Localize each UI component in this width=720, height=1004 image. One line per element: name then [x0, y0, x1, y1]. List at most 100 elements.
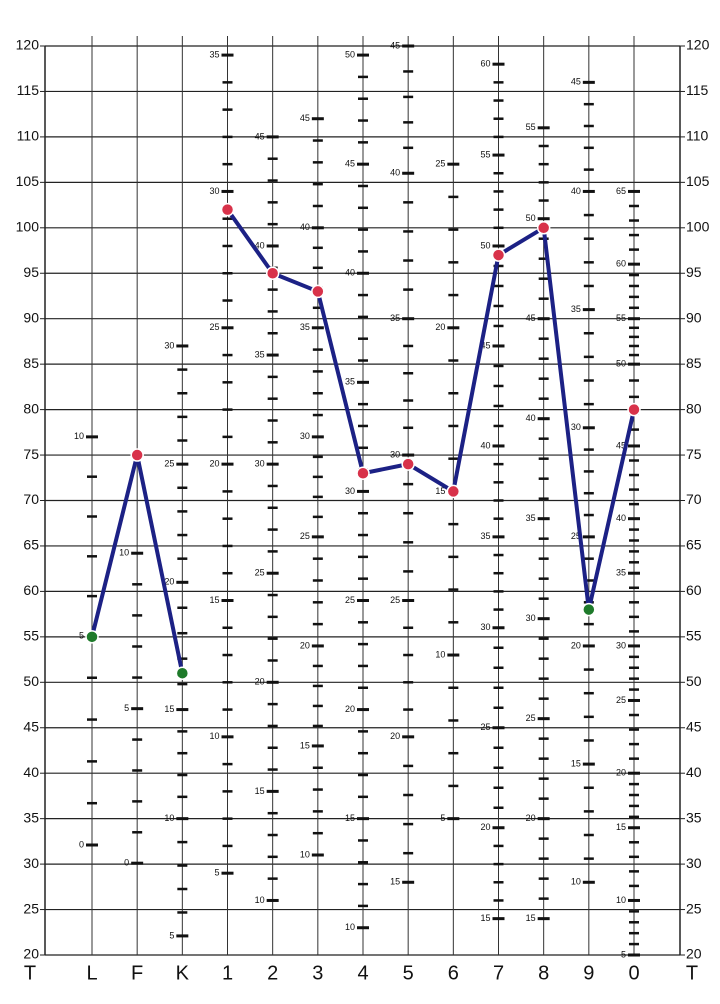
profile-point: [446, 484, 461, 499]
scale-tick-label: 10: [164, 813, 174, 823]
scale-tick-label: 10: [255, 895, 265, 905]
scale-tick-label: 10: [616, 895, 626, 905]
scale-tick-label: 50: [616, 359, 626, 369]
y-tick-label: 50: [686, 673, 702, 689]
profile-point: [536, 221, 551, 235]
scale-tick-label: 55: [616, 313, 626, 323]
scale-tick-label: 25: [345, 595, 355, 605]
y-tick-label: 70: [23, 491, 39, 507]
profile-point: [265, 266, 280, 280]
y-tick-label: 80: [23, 400, 39, 416]
scale-tick-label: 30: [164, 340, 174, 350]
scale-tick-label: 15: [616, 822, 626, 832]
y-tick-label: 95: [23, 264, 39, 280]
scale-tick-label: 50: [345, 49, 355, 59]
scale-tick-label: 35: [255, 349, 265, 359]
scale-tick-label: 45: [571, 77, 581, 87]
scale-tick-label: 15: [390, 877, 400, 887]
y-tick-label: 120: [16, 37, 40, 53]
scale-tick-label: 15: [300, 740, 310, 750]
y-tick-label: 65: [686, 537, 702, 553]
scale-tick-label: 40: [300, 222, 310, 232]
x-tick-label: L: [86, 962, 97, 984]
scale-tick-label: 25: [255, 568, 265, 578]
scale-tick-label: 5: [124, 703, 129, 713]
scale-tick-label: 30: [526, 613, 536, 623]
axis-label: T: [686, 962, 698, 984]
y-tick-label: 115: [17, 82, 40, 98]
scale-tick-label: 30: [571, 422, 581, 432]
y-tick-label: 90: [23, 309, 39, 325]
scale-tick-label: 5: [621, 949, 626, 959]
scale-tick-label: 30: [255, 459, 265, 469]
y-tick-label: 105: [686, 173, 710, 189]
scale-tick-label: 45: [255, 131, 265, 141]
profile-point: [175, 666, 190, 680]
scale-tick-label: 45: [345, 159, 355, 169]
scale-tick-label: 25: [526, 713, 536, 723]
profile-point: [220, 202, 235, 217]
scale-tick-label: 45: [616, 440, 626, 450]
x-tick-label: 7: [493, 962, 504, 984]
scale-tick-label: 45: [300, 113, 310, 123]
scale-tick-label: 60: [480, 59, 490, 69]
scale-tick-label: 30: [300, 431, 310, 441]
scale-tick-label: 15: [480, 913, 490, 923]
scale-tick-label: 5: [169, 930, 174, 940]
scale-tick-label: 25: [209, 322, 219, 332]
scale-tick-label: 20: [164, 577, 174, 587]
y-tick-label: 60: [23, 582, 39, 598]
scale-tick-label: 50: [480, 240, 490, 250]
profile-point: [85, 630, 99, 644]
profile-point: [627, 402, 641, 417]
profile-point: [401, 457, 415, 471]
scale-tick-label: 55: [480, 149, 490, 159]
scale-tick-label: 10: [571, 877, 581, 887]
scale-tick-label: 25: [300, 531, 310, 541]
scale-tick-label: 45: [526, 313, 536, 323]
scale-tick-label: 55: [526, 122, 536, 132]
y-tick-label: 75: [686, 446, 702, 462]
y-tick-label: 100: [16, 219, 40, 235]
scale-tick-label: 40: [571, 186, 581, 196]
x-tick-label: K: [176, 962, 190, 984]
scale-tick-label: 20: [616, 768, 626, 778]
y-tick-label: 25: [23, 900, 39, 916]
y-tick-label: 80: [686, 400, 702, 416]
scale-tick-label: 25: [571, 531, 581, 541]
profile-point: [491, 248, 506, 262]
y-tick-label: 75: [23, 446, 39, 462]
scale-tick-label: 0: [79, 839, 84, 849]
scale-tick-label: 20: [345, 704, 355, 714]
scale-tick-label: 40: [526, 413, 536, 423]
scale-tick-label: 0: [124, 858, 129, 868]
scale-tick-label: 25: [390, 595, 400, 605]
scale-tick-label: 40: [390, 168, 400, 178]
scale-tick-label: 20: [571, 640, 581, 650]
scale-tick-label: 25: [435, 159, 445, 169]
scale-tick-label: 35: [300, 322, 310, 332]
x-tick-label: 2: [267, 962, 278, 984]
scale-tick-label: 45: [480, 340, 490, 350]
scale-tick-label: 35: [345, 377, 355, 387]
axis-label: T: [24, 962, 36, 984]
x-tick-label: 1: [222, 962, 233, 984]
scale-tick-label: 10: [209, 731, 219, 741]
scale-tick-label: 15: [209, 595, 219, 605]
scale-tick-label: 20: [480, 822, 490, 832]
x-tick-label: F: [131, 962, 143, 984]
profile-point: [311, 284, 325, 299]
scale-tick-label: 5: [214, 868, 219, 878]
scale-tick-label: 20: [526, 813, 536, 823]
y-tick-label: 105: [16, 173, 40, 189]
scale-tick-label: 65: [616, 186, 626, 196]
scale-tick-label: 25: [480, 722, 490, 732]
y-tick-label: 20: [23, 946, 39, 962]
scale-tick-label: 10: [345, 922, 355, 932]
scale-tick-label: 40: [480, 440, 490, 450]
scale-tick-label: 15: [435, 486, 445, 496]
scale-tick-label: 45: [390, 40, 400, 50]
scale-tick-label: 40: [255, 240, 265, 250]
scale-tick-label: 15: [345, 813, 355, 823]
y-tick-label: 55: [23, 628, 39, 644]
